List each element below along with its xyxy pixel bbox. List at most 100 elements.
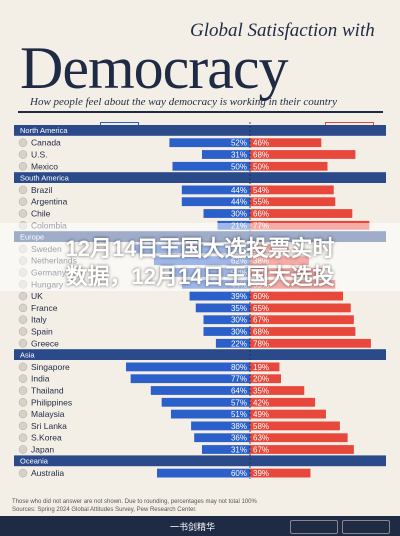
chart-header: Global Satisfaction with Democracy How p…: [0, 0, 400, 115]
app-store-badge[interactable]: [290, 520, 338, 534]
flag-icon: [18, 291, 28, 301]
footnote-line-2: Sources: Spring 2024 Global Attitudes Su…: [12, 507, 197, 513]
flag-icon: [18, 468, 28, 478]
flag-icon: [18, 315, 28, 324]
headline-overlay: 12月14日王国大选投票实时 数据，12月14日王国大选投: [0, 223, 400, 291]
bar-dissatisfied: [250, 197, 336, 207]
label-satisfied: 80%: [231, 363, 247, 372]
bar-satisfied: [191, 421, 250, 431]
bar-satisfied: [169, 138, 250, 148]
region-label: North America: [20, 126, 68, 135]
label-dissatisfied: 19%: [253, 363, 269, 372]
label-satisfied: 77%: [231, 375, 247, 384]
chart-subtitle: How people feel about the way democracy …: [30, 96, 338, 108]
bar-dissatisfied: [250, 397, 316, 407]
country-label: Greece: [31, 338, 59, 348]
flag-icon: [18, 327, 28, 336]
flag-icon: [18, 197, 28, 206]
google-play-badge[interactable]: [342, 520, 390, 534]
chart-title-small: Global Satisfaction with: [190, 20, 375, 41]
label-satisfied: 39%: [231, 292, 247, 301]
label-satisfied: 30%: [231, 210, 247, 219]
country-label: Sri Lanka: [31, 421, 67, 431]
bar-satisfied: [130, 374, 250, 384]
label-dissatisfied: 63%: [253, 434, 269, 443]
flag-icon: [18, 162, 28, 171]
label-satisfied: 31%: [231, 151, 247, 160]
country-label: Malaysia: [31, 409, 65, 419]
bar-dissatisfied: [250, 338, 371, 348]
flag-icon: [18, 138, 28, 147]
bar-satisfied: [203, 315, 250, 325]
bar-satisfied: [194, 433, 250, 443]
bar-satisfied: [203, 209, 250, 218]
label-satisfied: 57%: [231, 398, 247, 407]
footer-bar: 一书剑精华: [0, 516, 400, 536]
bar-satisfied: [150, 386, 250, 395]
flag-icon: [18, 421, 28, 431]
country-label: Mexico: [31, 161, 58, 171]
country-label: Spain: [31, 327, 53, 337]
label-dissatisfied: 55%: [253, 198, 269, 207]
bar-dissatisfied: [250, 468, 311, 478]
flag-icon: [18, 185, 28, 195]
bar-satisfied: [215, 338, 250, 348]
flag-icon: [18, 445, 28, 454]
chart-title: Democracy: [20, 35, 289, 101]
bar-dissatisfied: [250, 409, 326, 419]
footnote-line-1: Those who did not answer are not shown. …: [12, 499, 257, 505]
bar-dissatisfied: [250, 303, 351, 313]
bar-satisfied: [126, 362, 250, 372]
label-satisfied: 50%: [231, 162, 247, 171]
bar-dissatisfied: [250, 433, 348, 443]
bar-satisfied: [181, 197, 250, 207]
bar-satisfied: [170, 409, 250, 419]
country-label: UK: [31, 291, 43, 301]
flag-icon: [18, 209, 28, 218]
label-dissatisfied: 78%: [253, 339, 269, 348]
bar-dissatisfied: [250, 138, 322, 148]
country-label: Italy: [31, 315, 47, 325]
region-header-bg: [14, 172, 386, 183]
label-satisfied: 30%: [231, 316, 247, 325]
label-satisfied: 51%: [231, 410, 247, 419]
label-dissatisfied: 49%: [253, 410, 269, 419]
flag-icon: [18, 433, 28, 442]
country-label: Thailand: [31, 386, 64, 396]
label-satisfied: 64%: [231, 387, 247, 396]
bar-dissatisfied: [250, 386, 305, 395]
bar-dissatisfied: [250, 445, 354, 454]
label-dissatisfied: 67%: [253, 316, 269, 325]
country-label: S.Korea: [31, 433, 62, 443]
label-satisfied: 36%: [231, 434, 247, 443]
flag-icon: [18, 362, 28, 372]
label-dissatisfied: 65%: [253, 304, 269, 313]
country-label: Chile: [31, 209, 51, 219]
bar-dissatisfied: [250, 421, 340, 431]
flag-icon: [18, 150, 28, 159]
label-dissatisfied: 35%: [253, 387, 269, 396]
overlay-line-1: 12月14日王国大选投票实时: [65, 236, 335, 261]
header-rule: [18, 111, 383, 113]
region-header-bg: [14, 349, 386, 360]
bar-satisfied: [181, 185, 250, 195]
region-label: South America: [20, 173, 70, 182]
flag-icon: [18, 409, 28, 419]
bar-dissatisfied: [250, 327, 356, 336]
region-header-bg: [14, 125, 386, 136]
label-dissatisfied: 50%: [253, 162, 269, 171]
country-label: U.S.: [31, 150, 48, 160]
country-label: India: [31, 374, 50, 384]
label-dissatisfied: 68%: [253, 328, 269, 337]
label-dissatisfied: 58%: [253, 422, 269, 431]
label-dissatisfied: 54%: [253, 186, 269, 195]
label-dissatisfied: 20%: [253, 375, 269, 384]
bar-satisfied: [161, 397, 250, 407]
label-satisfied: 44%: [231, 198, 247, 207]
flag-icon: [18, 339, 28, 348]
bar-satisfied: [201, 150, 250, 159]
label-satisfied: 22%: [231, 339, 247, 348]
label-dissatisfied: 68%: [253, 151, 269, 160]
bar-dissatisfied: [250, 209, 353, 218]
flag-icon: [18, 398, 28, 407]
